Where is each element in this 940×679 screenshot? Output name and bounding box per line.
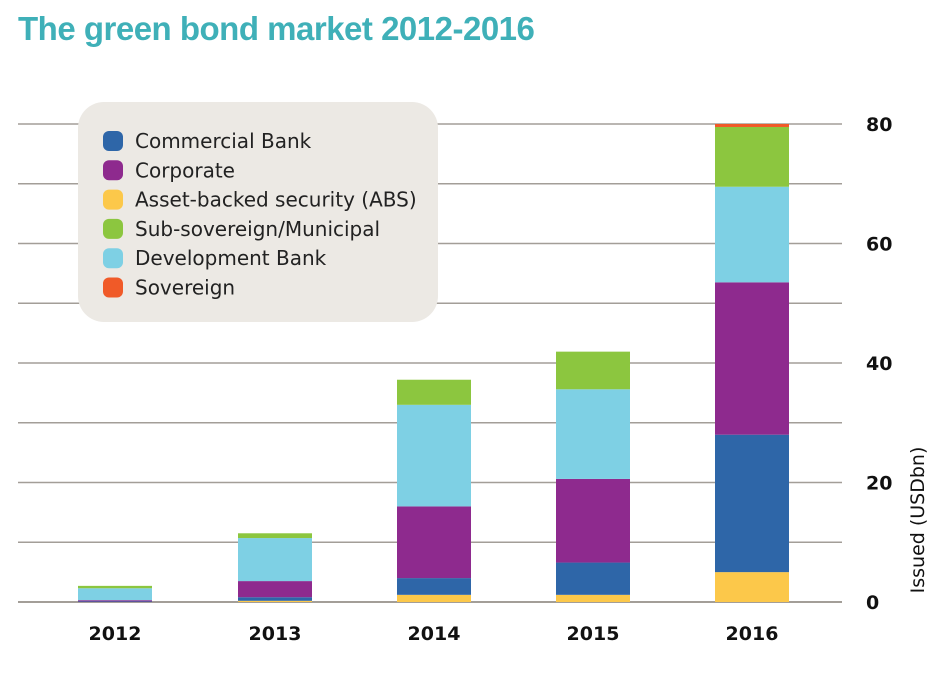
bar-segment	[397, 578, 471, 595]
x-category-label: 2015	[567, 623, 620, 645]
bar-segment	[556, 562, 630, 595]
legend-swatch	[103, 218, 123, 239]
y-tick-label: 20	[866, 473, 892, 495]
chart-title: The green bond market 2012-2016	[18, 10, 535, 47]
bar-segment	[397, 404, 471, 507]
bar-segment	[238, 538, 312, 582]
bars	[78, 124, 789, 602]
y-tick-labels: 0 20 40 60 80	[866, 114, 892, 614]
legend-entry: Commercial Bank	[135, 129, 312, 153]
bar-segment	[556, 351, 630, 390]
bar-segment	[556, 389, 630, 479]
x-category-label: 2012	[89, 623, 142, 645]
legend-entry: Development Bank	[135, 246, 327, 270]
y-axis-label: Issued (USDbn)	[907, 447, 929, 594]
y-tick-label: 60	[866, 234, 892, 256]
y-tick-label: 0	[866, 592, 879, 614]
bar-segment	[78, 601, 152, 602]
bar-segment	[238, 533, 312, 539]
x-category-label: 2016	[726, 623, 779, 645]
legend-swatch	[103, 248, 123, 269]
bar-segment	[238, 597, 312, 601]
bar-segment	[78, 588, 152, 601]
bar-segment	[715, 124, 789, 127]
legend-entry: Sovereign	[135, 276, 235, 300]
bar-segment	[238, 581, 312, 598]
y-tick-label: 40	[866, 353, 892, 375]
bar-segment	[715, 282, 789, 435]
legend: Commercial Bank Corporate Asset-backed sec…	[78, 102, 438, 322]
bar-segment	[397, 594, 471, 602]
x-category-label: 2014	[408, 623, 461, 645]
bar-segment	[397, 379, 471, 405]
legend-swatch	[103, 160, 123, 181]
y-tick-label: 80	[866, 114, 892, 136]
bar-segment	[715, 572, 789, 602]
legend-entry: Sub-sovereign/Municipal	[135, 217, 380, 241]
bar-segment	[556, 594, 630, 602]
legend-swatch	[103, 277, 123, 298]
bar-segment	[78, 585, 152, 589]
bar-segment	[715, 186, 789, 283]
legend-swatch	[103, 189, 123, 210]
x-category-label: 2013	[249, 623, 302, 645]
legend-entry: Corporate	[135, 158, 235, 182]
bar-segment	[715, 434, 789, 573]
bar-segment	[397, 506, 471, 579]
legend-background	[78, 102, 438, 322]
bar-segment	[556, 478, 630, 563]
bar-segment	[715, 126, 789, 187]
bar-segment	[238, 600, 312, 602]
legend-swatch	[103, 131, 123, 151]
legend-entry: Asset-backed security (ABS)	[135, 188, 417, 212]
bar-segment	[78, 600, 152, 602]
x-category-labels: 2012 2013 2014 2015 2016	[89, 623, 779, 645]
